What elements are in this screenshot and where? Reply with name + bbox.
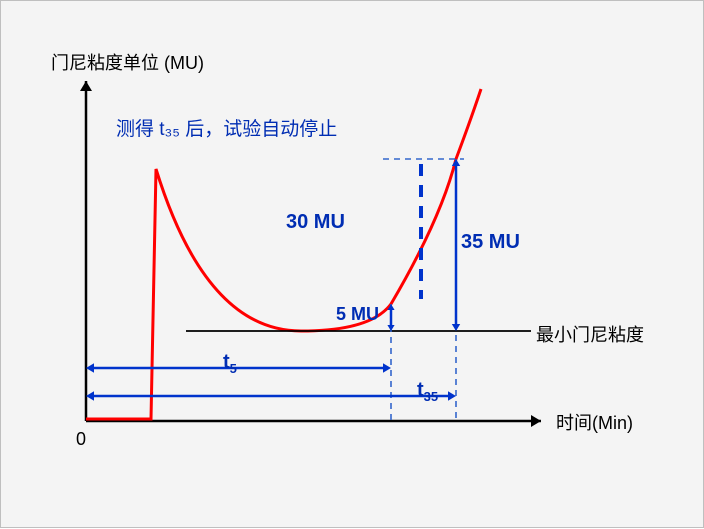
label-t5: t5 [223,351,237,376]
note-text: 测得 t₃₅ 后，试验自动停止 [116,114,337,141]
origin-label: 0 [76,429,86,450]
y-axis-label: 门尼粘度单位 (MU) [51,49,204,75]
t5-sub: 5 [230,361,237,376]
t35-sub: 35 [424,389,438,404]
diagram-page: 门尼粘度单位 (MU) 时间(Min) 0 测得 t₃₅ 后，试验自动停止 30… [0,0,704,528]
t5-base: t [223,351,230,373]
label-35mu: 35 MU [461,231,520,254]
chart-svg [1,1,704,529]
x-axis-label: 时间(Min) [556,409,633,435]
t35-base: t [417,379,424,401]
label-5mu: 5 MU [336,304,379,325]
label-min-viscosity: 最小门尼粘度 [536,321,644,347]
label-30mu: 30 MU [286,211,345,234]
label-t35: t35 [417,379,438,404]
